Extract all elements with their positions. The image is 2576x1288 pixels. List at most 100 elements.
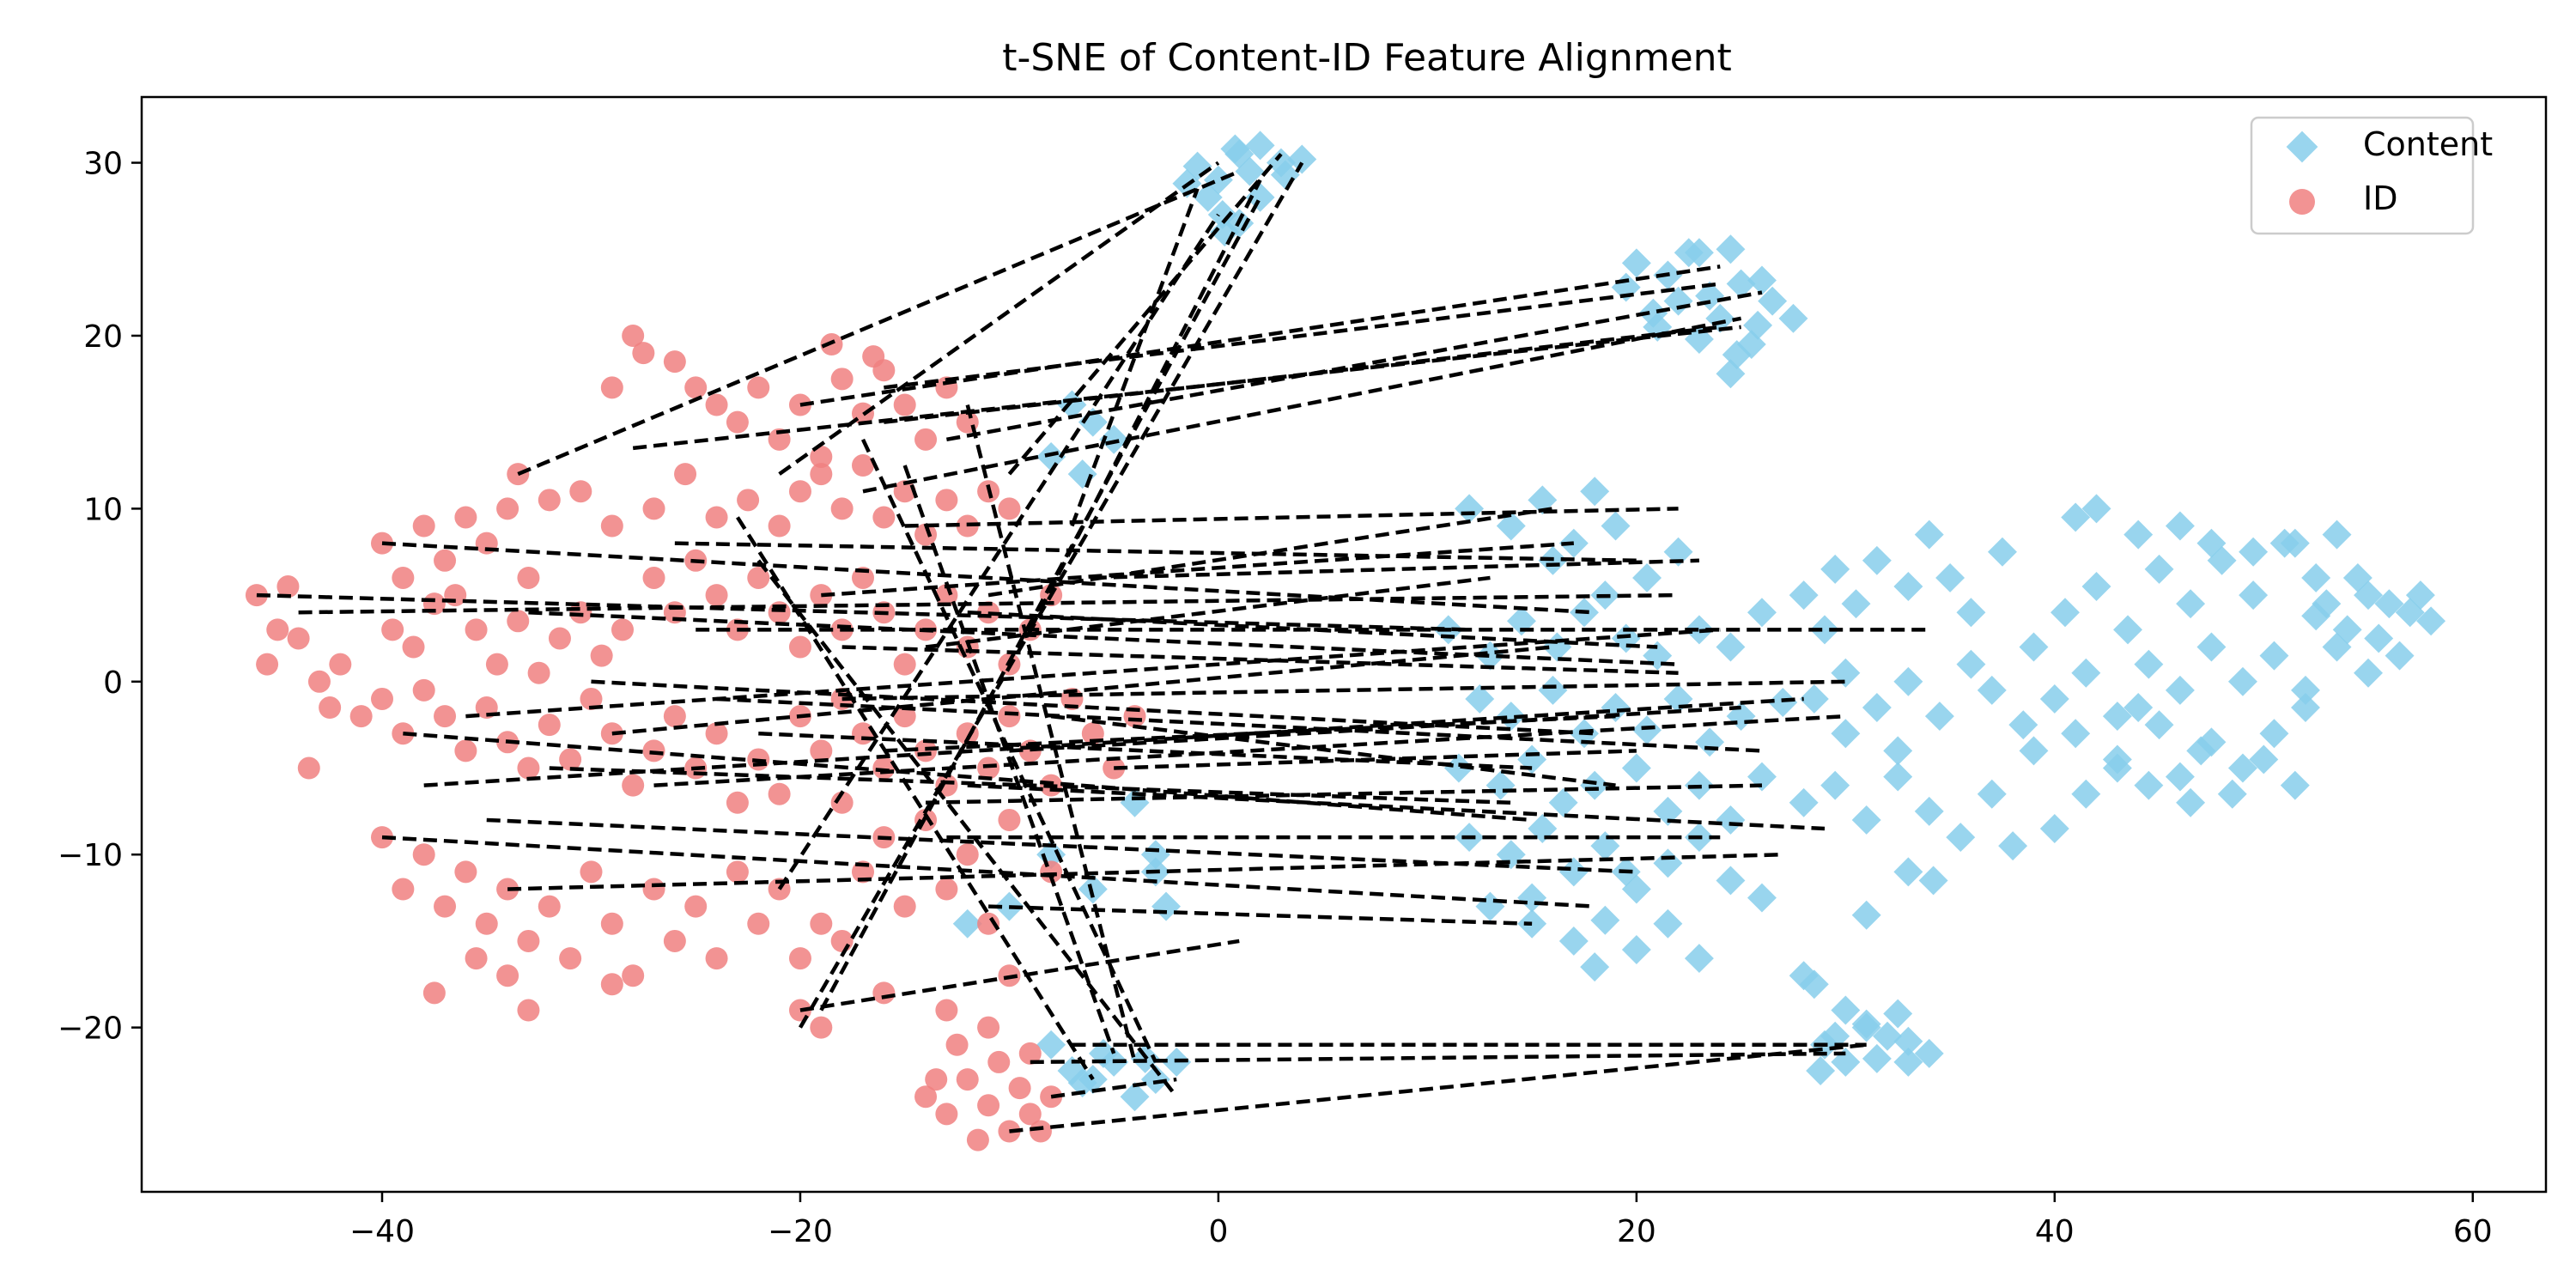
content-point bbox=[1558, 857, 1589, 887]
legend-content-marker bbox=[2286, 131, 2318, 163]
content-point bbox=[1590, 905, 1620, 935]
id-point bbox=[768, 428, 791, 451]
content-point bbox=[1621, 753, 1651, 783]
id-point bbox=[705, 393, 728, 416]
content-point bbox=[1716, 234, 1746, 264]
plot-area bbox=[245, 131, 2446, 1151]
x-tick-label: 20 bbox=[1617, 1214, 1656, 1249]
id-point bbox=[548, 627, 571, 650]
alignment-line bbox=[902, 465, 1116, 1054]
id-point bbox=[392, 566, 415, 589]
content-point bbox=[1140, 1065, 1170, 1095]
content-point bbox=[1140, 840, 1170, 870]
alignment-line bbox=[298, 592, 1679, 615]
id-point bbox=[872, 506, 896, 529]
id-point bbox=[935, 1103, 958, 1126]
content-point bbox=[1716, 632, 1746, 662]
content-point bbox=[1057, 390, 1087, 420]
alignment-line bbox=[758, 731, 1533, 770]
alignment-line bbox=[1070, 187, 1200, 527]
content-point bbox=[1806, 1056, 1836, 1085]
id-point bbox=[977, 756, 1000, 780]
alignment-line bbox=[611, 645, 1553, 736]
id-point bbox=[538, 489, 561, 512]
alignment-line bbox=[841, 645, 1679, 675]
id-point bbox=[422, 981, 446, 1005]
id-point bbox=[371, 687, 393, 710]
id-point bbox=[329, 653, 352, 676]
id-point bbox=[674, 463, 697, 486]
alignment-line bbox=[860, 438, 1157, 1063]
content-point bbox=[1078, 874, 1108, 904]
content-point bbox=[1638, 298, 1668, 328]
id-point bbox=[600, 973, 623, 996]
alignment-line bbox=[507, 852, 1783, 891]
id-point bbox=[1018, 1103, 1042, 1126]
content-point bbox=[1851, 900, 1881, 930]
id-point bbox=[642, 878, 665, 901]
id-point bbox=[893, 895, 916, 918]
id-point bbox=[434, 895, 457, 918]
id-point bbox=[684, 895, 708, 918]
id-point bbox=[1008, 1077, 1031, 1100]
alignment-line bbox=[1050, 714, 1616, 787]
id-point bbox=[893, 653, 916, 676]
id-point bbox=[998, 497, 1021, 520]
id-point bbox=[517, 929, 540, 952]
content-point bbox=[1245, 131, 1275, 161]
id-point bbox=[956, 1068, 979, 1091]
y-tick-label: −20 bbox=[58, 1012, 123, 1047]
id-point bbox=[810, 445, 833, 468]
content-point bbox=[1235, 156, 1265, 186]
content-point bbox=[1799, 969, 1829, 999]
id-point bbox=[559, 748, 582, 771]
id-point bbox=[830, 368, 854, 391]
content-point bbox=[1287, 144, 1317, 174]
alignment-line bbox=[841, 679, 1846, 702]
id-point bbox=[862, 345, 885, 368]
id-point bbox=[569, 480, 592, 503]
id-point bbox=[914, 739, 938, 762]
legend-id-label: ID bbox=[2363, 179, 2397, 217]
content-point bbox=[1684, 944, 1714, 974]
content-point bbox=[1663, 537, 1693, 567]
id-point bbox=[684, 376, 708, 399]
id-point bbox=[977, 912, 1000, 935]
id-point bbox=[935, 489, 958, 512]
id-point bbox=[600, 376, 623, 399]
id-point bbox=[611, 618, 634, 641]
content-point bbox=[1601, 511, 1631, 541]
content-point bbox=[1851, 1009, 1881, 1039]
content-point bbox=[1036, 1030, 1066, 1060]
alignment-line bbox=[965, 404, 1137, 1063]
legend-id-marker bbox=[2289, 189, 2315, 215]
content-point bbox=[1653, 796, 1683, 826]
alignment-line bbox=[862, 316, 1742, 494]
id-point bbox=[1029, 1120, 1052, 1143]
alignment-line bbox=[465, 628, 1721, 719]
id-point bbox=[987, 1050, 1011, 1073]
content-point bbox=[1580, 952, 1610, 982]
alignment-line bbox=[925, 575, 1491, 649]
content-point bbox=[1475, 641, 1505, 671]
id-point bbox=[747, 566, 770, 589]
content-point bbox=[1873, 1021, 1903, 1051]
id-point bbox=[412, 843, 435, 866]
alignment-line bbox=[1030, 1051, 1846, 1065]
id-point bbox=[454, 860, 477, 884]
id-point bbox=[402, 635, 425, 659]
content-point bbox=[1883, 999, 1913, 1029]
id-point bbox=[705, 947, 728, 970]
id-point bbox=[788, 947, 811, 970]
content-point bbox=[1220, 134, 1250, 164]
id-point bbox=[496, 497, 519, 520]
id-point bbox=[569, 601, 592, 624]
alignment-line bbox=[904, 507, 1679, 528]
alignment-line bbox=[799, 264, 1721, 407]
id-point bbox=[590, 644, 613, 667]
axes: −40 −20 0 20 40 60 −20 −10 0 10 20 30 bbox=[58, 147, 2493, 1249]
id-point bbox=[705, 584, 728, 607]
x-tick-label: 0 bbox=[1208, 1214, 1228, 1249]
content-point bbox=[1653, 908, 1683, 939]
